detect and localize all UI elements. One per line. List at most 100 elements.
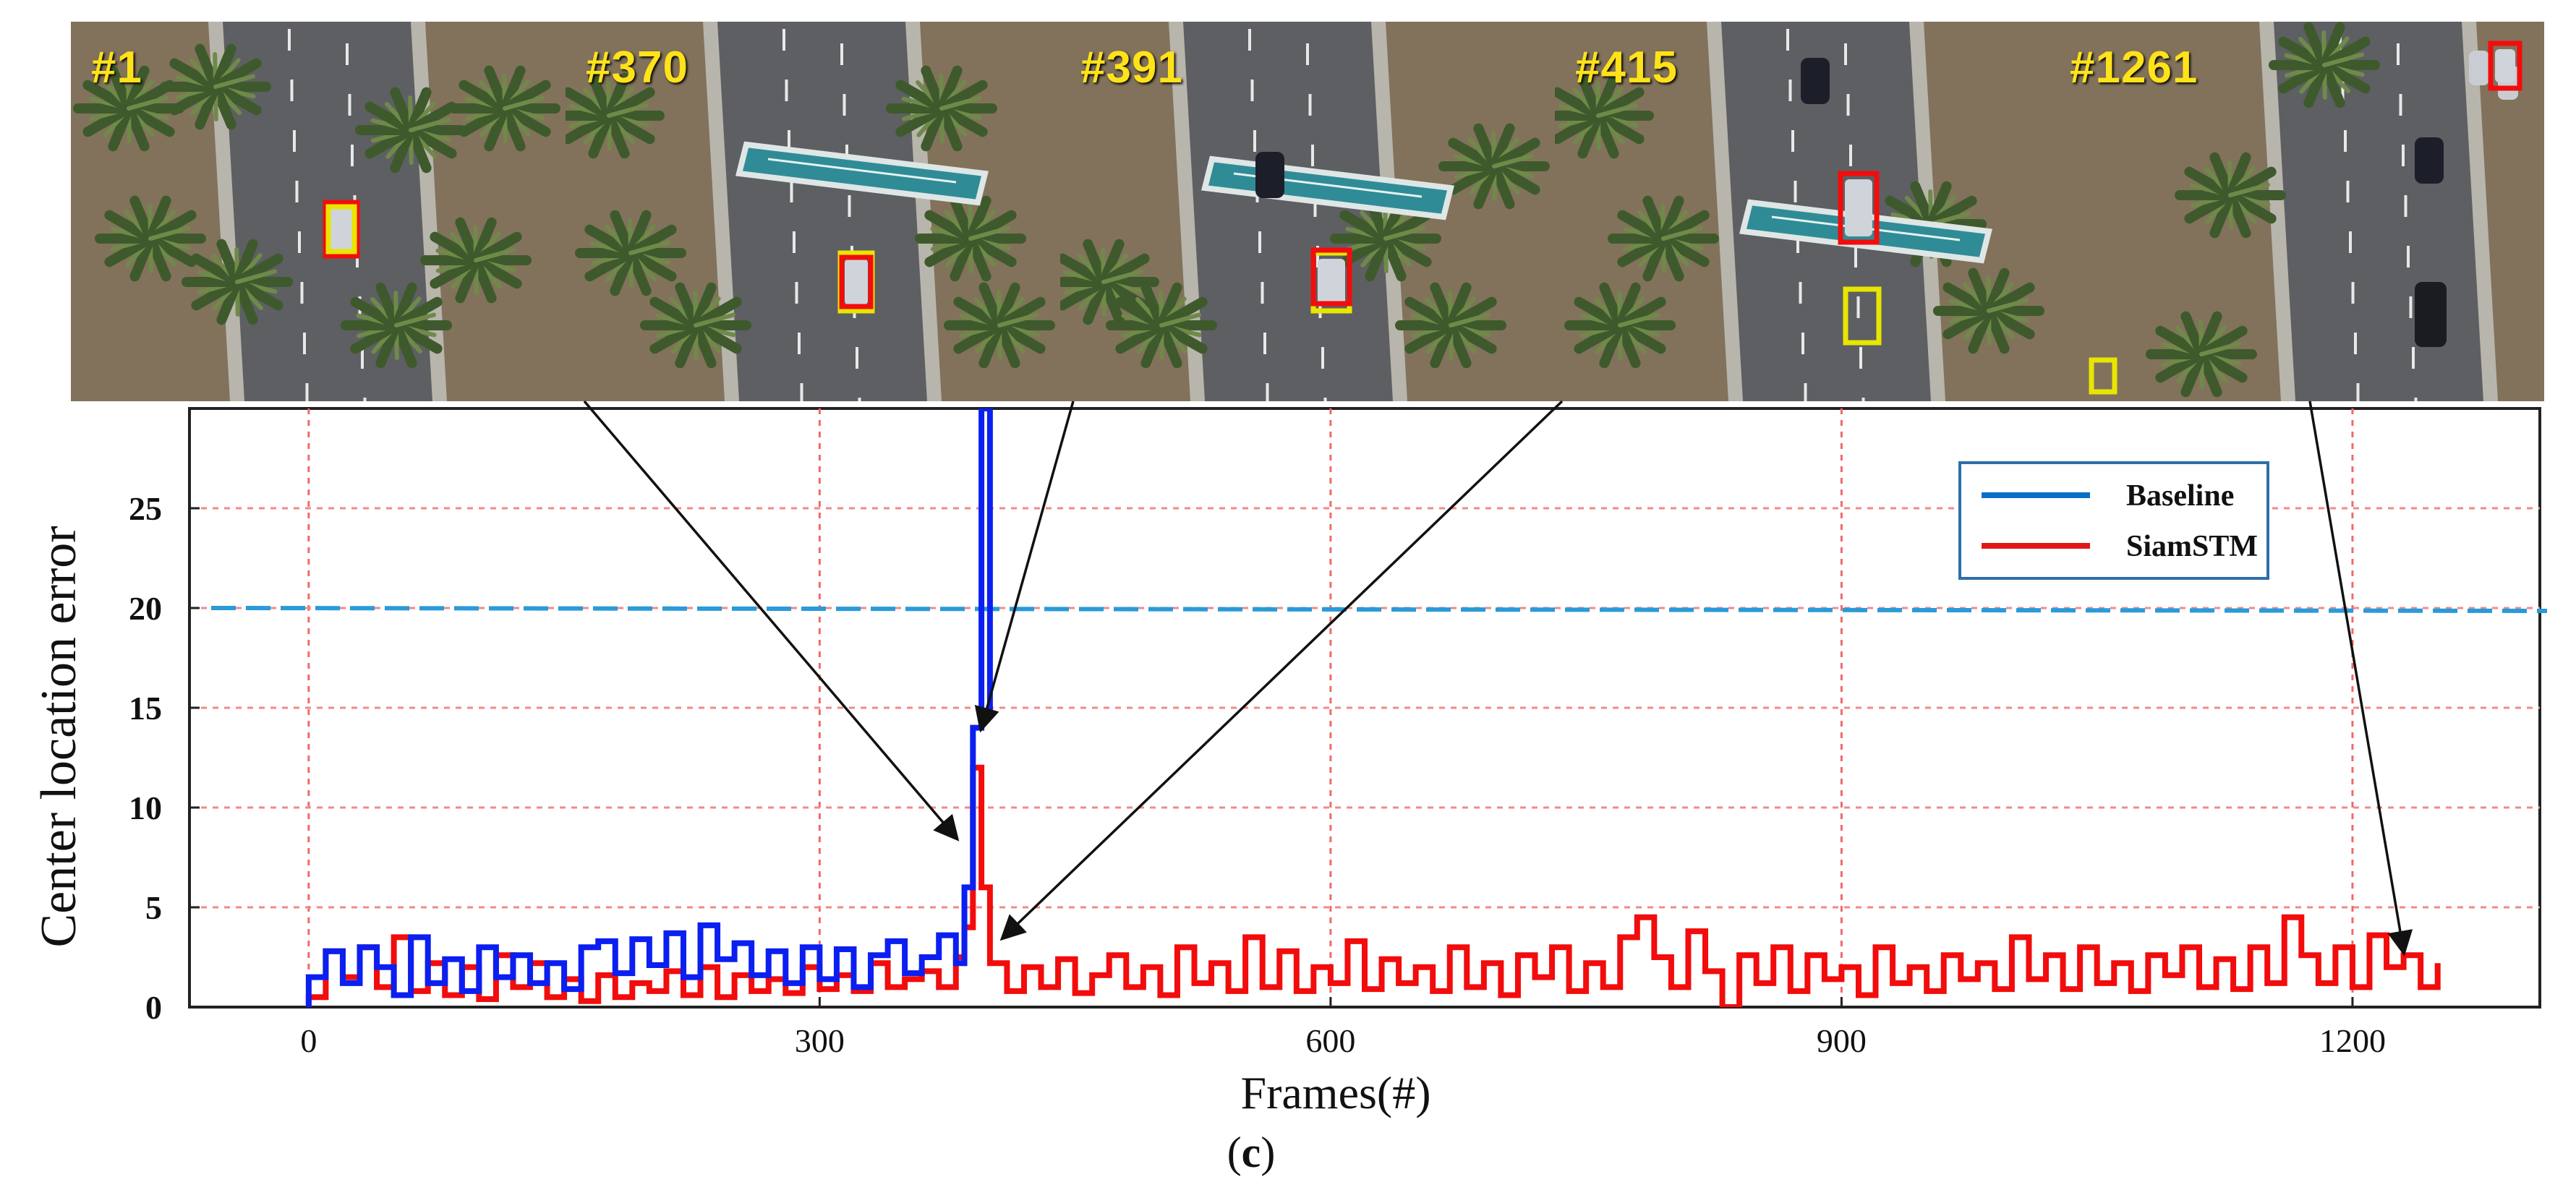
target-car (2495, 49, 2515, 82)
lane-dash (1794, 181, 1797, 202)
legend-box (1958, 461, 2269, 580)
lane-dash (2346, 181, 2350, 202)
palm-tree (915, 195, 1026, 282)
caption-letter: c (1241, 1129, 1261, 1176)
lane-dash (858, 398, 861, 401)
palm-frond (628, 240, 671, 255)
lane-dash (1844, 43, 1847, 65)
y-tick-label: 25 (129, 490, 162, 527)
lane-dash (1250, 80, 1254, 101)
frame-391-image (1060, 22, 1555, 401)
frame-1261-image (2050, 22, 2544, 401)
callout-arrow (999, 400, 1564, 941)
tracker-box (1838, 171, 1880, 245)
palm-tree (160, 43, 271, 130)
lane-dash (361, 347, 364, 369)
lane-dash (2412, 347, 2415, 369)
y-tick-label: 10 (129, 789, 162, 826)
frame-label-391: #391 (1080, 43, 1183, 93)
lane-dash (300, 282, 304, 304)
callout-arrow (2308, 401, 2413, 956)
lane-dash (1318, 296, 1322, 318)
lane-dash (303, 333, 306, 354)
dark-car (1255, 152, 1284, 198)
palm-frond (148, 226, 191, 241)
frame-370-image (566, 22, 1060, 401)
frame-1-image (71, 22, 566, 401)
lane-dash (1846, 94, 1850, 116)
baseline-series-line (305, 408, 993, 1007)
target-car (330, 208, 353, 250)
palm-tree (886, 65, 997, 152)
lane-dash (1258, 231, 1261, 253)
lane-dash (2354, 333, 2357, 354)
lane-dash (298, 231, 301, 253)
lane-dash (2349, 231, 2352, 253)
x-tick-label: 300 (795, 1022, 845, 1059)
palm-tree (95, 195, 206, 282)
palm-frond (939, 95, 982, 111)
lane-dash (1788, 80, 1792, 101)
palm-tree (1060, 239, 1159, 325)
x-tick-label: 0 (300, 1022, 317, 1059)
lane-dash (1261, 282, 1264, 304)
lane-dash (1306, 43, 1309, 65)
road-kerb-left (1707, 22, 1743, 401)
x-tick-label: 600 (1305, 1022, 1355, 1059)
palm-frond (1383, 226, 1426, 241)
lane-dash (2351, 282, 2355, 304)
legend-label-siamstm: SiamSTM (2126, 530, 2258, 563)
lane-dash (1308, 94, 1312, 116)
palm-tree (2146, 311, 2257, 398)
legend-label-baseline: Baseline (2126, 479, 2234, 513)
figure-caption: (c) (1227, 1128, 1276, 1178)
lane-dash (2397, 43, 2400, 65)
aerial-frame-strip: #1 #370 #391 #415 #1261 (71, 22, 2544, 401)
palm-frond (1449, 312, 1491, 327)
dark-car (2415, 282, 2447, 347)
lane-dash (1791, 130, 1794, 152)
x-axis-label: Frames(#) (1240, 1067, 1430, 1118)
frame-370: #370 (566, 22, 1060, 401)
y-tick-label: 0 (145, 989, 162, 1026)
tracker-box (1310, 247, 1352, 307)
overhead-sign (735, 141, 989, 206)
target-car (845, 259, 868, 305)
palm-tree (341, 282, 452, 369)
ground-truth-box (2089, 357, 2117, 395)
lane-dash (2409, 296, 2413, 318)
lane-dash (1861, 398, 1865, 401)
lane-dash (856, 347, 858, 369)
lane-dash (800, 383, 803, 401)
lane-dash (2414, 398, 2418, 401)
frame-1261: #1261 (2050, 22, 2544, 401)
callout-arrow (974, 401, 1075, 733)
lane-dash (795, 282, 798, 304)
tracker-box (2488, 40, 2522, 91)
lane-dash (2341, 80, 2345, 101)
frame-label-370: #370 (586, 43, 688, 93)
palm-tree (1395, 282, 1506, 369)
caption-close: ) (1261, 1129, 1276, 1176)
palm-frond (2228, 182, 2271, 197)
lane-dash (785, 80, 788, 101)
palm-tree (944, 282, 1055, 369)
lane-dash (1856, 296, 1860, 318)
palm-tree (2269, 22, 2380, 108)
lane-dash (1313, 195, 1317, 217)
lane-dash (843, 94, 846, 116)
palm-tree (1330, 195, 1441, 282)
lane-dash (346, 43, 349, 65)
palm-tree (1106, 282, 1217, 369)
palm-tree (420, 217, 532, 304)
palm-frond (394, 312, 437, 327)
palm-frond (968, 226, 1011, 241)
lane-dash (295, 181, 299, 202)
dark-car (1801, 58, 1830, 104)
lane-dash (798, 333, 801, 354)
frame-415: #415 (1555, 22, 2050, 401)
palm-frond (1492, 153, 1535, 168)
lane-dash (348, 94, 351, 116)
palm-tree (355, 87, 466, 174)
